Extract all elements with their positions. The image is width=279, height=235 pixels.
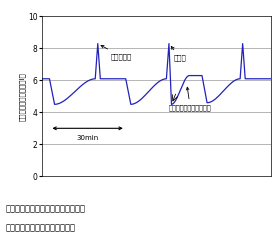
Text: 排液の戻りによる水位増: 排液の戻りによる水位増 bbox=[169, 87, 211, 111]
Y-axis label: 給液タンク水量液位（l）: 給液タンク水量液位（l） bbox=[19, 72, 25, 121]
Text: タンク補給: タンク補給 bbox=[101, 45, 132, 60]
Text: 30min: 30min bbox=[76, 135, 99, 141]
Text: 図２　給液（かん水）と排液戻り、: 図２ 給液（かん水）と排液戻り、 bbox=[6, 204, 86, 213]
Text: かん水: かん水 bbox=[171, 47, 187, 61]
Text: 養液補給によるタンク水位変化: 養液補給によるタンク水位変化 bbox=[6, 223, 76, 232]
